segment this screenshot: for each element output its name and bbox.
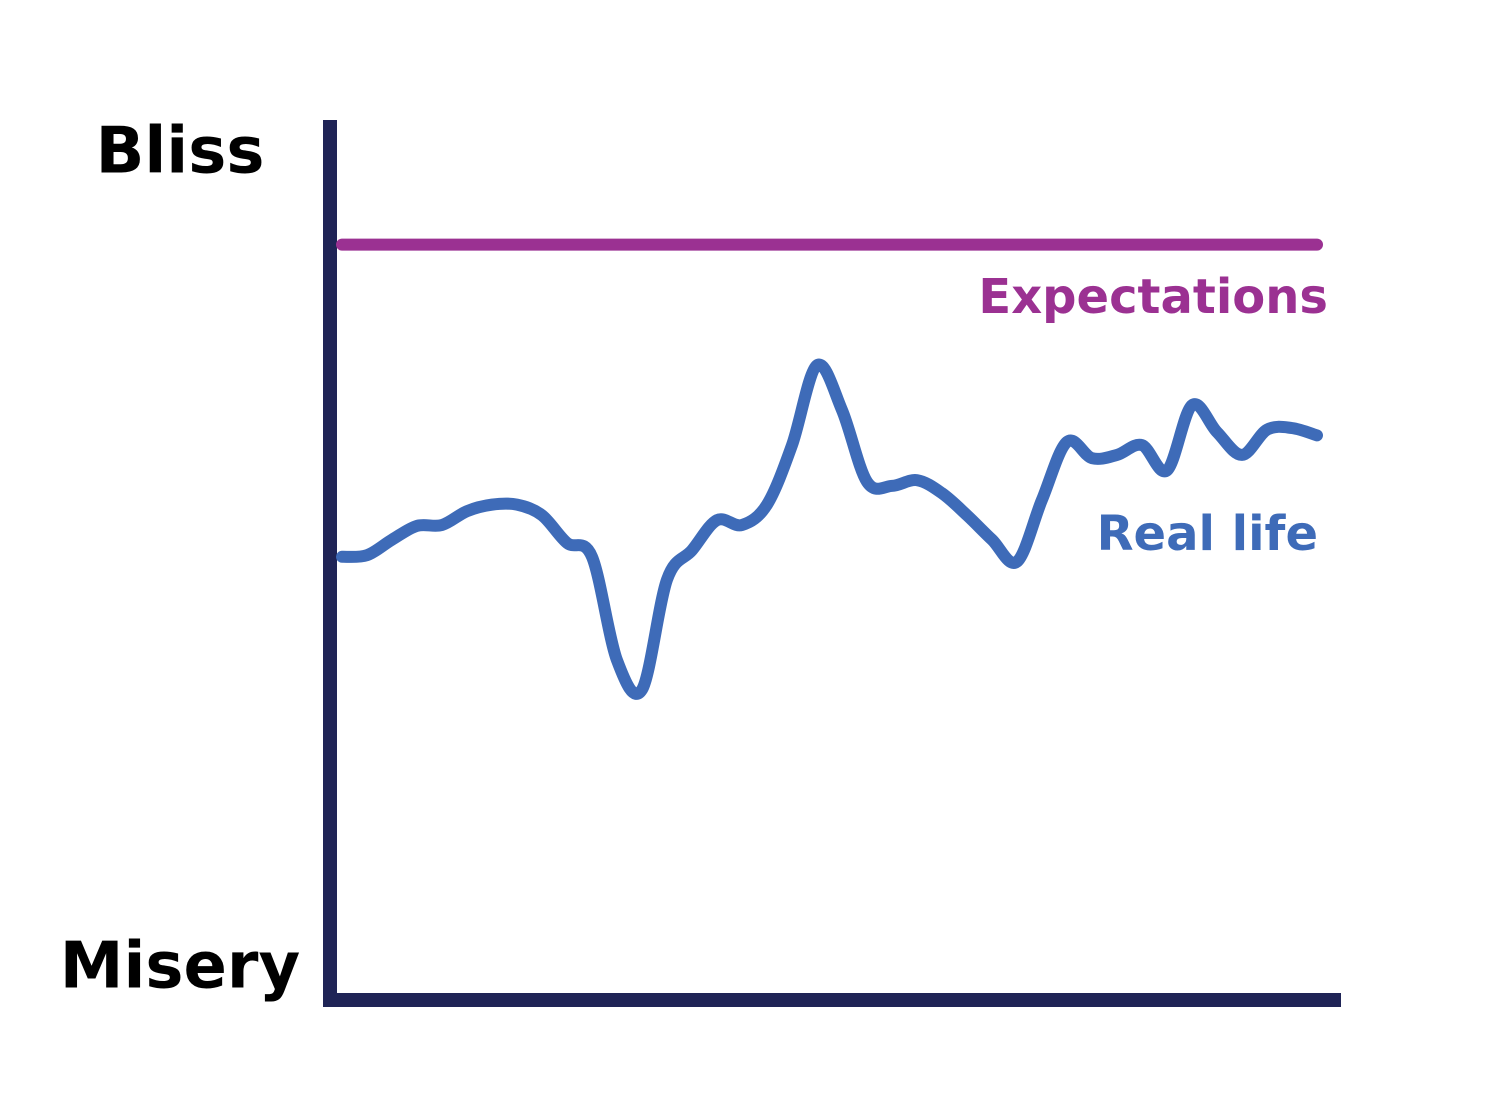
y-tick-label: Misery: [60, 930, 300, 1004]
series-line: [336, 358, 1323, 700]
series-label: Expectations: [978, 269, 1328, 325]
series-label: Real life: [1097, 506, 1318, 562]
y-tick-label: Bliss: [96, 115, 265, 189]
